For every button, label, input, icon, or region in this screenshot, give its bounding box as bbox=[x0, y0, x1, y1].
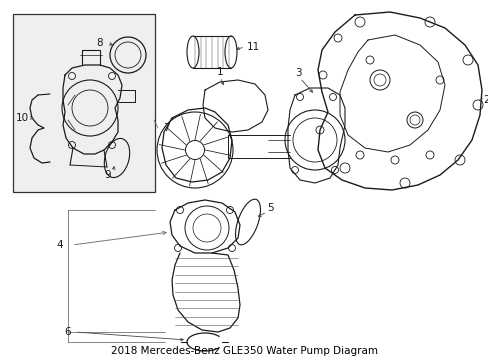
Text: 2: 2 bbox=[482, 95, 488, 105]
Text: 7: 7 bbox=[163, 123, 169, 133]
Text: 2018 Mercedes-Benz GLE350 Water Pump Diagram: 2018 Mercedes-Benz GLE350 Water Pump Dia… bbox=[111, 346, 377, 356]
Text: 8: 8 bbox=[97, 38, 103, 48]
Text: 3: 3 bbox=[294, 68, 301, 78]
Text: 5: 5 bbox=[266, 203, 273, 213]
Text: 6: 6 bbox=[64, 327, 71, 337]
Bar bbox=[13, 14, 155, 192]
Text: 1: 1 bbox=[216, 67, 223, 77]
Text: 10: 10 bbox=[16, 113, 28, 123]
Text: 9: 9 bbox=[104, 170, 111, 180]
Text: 4: 4 bbox=[57, 240, 63, 250]
Text: 11: 11 bbox=[246, 42, 260, 52]
